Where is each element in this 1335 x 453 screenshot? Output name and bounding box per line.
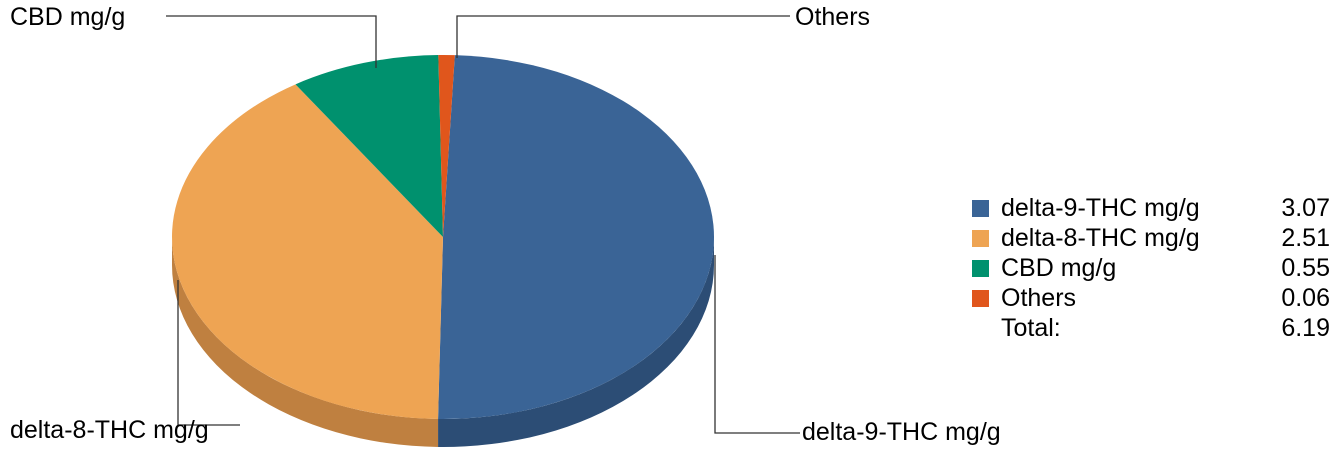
legend-row-cbd: CBD mg/g 0.55 — [970, 256, 1330, 286]
pie-side-delta-8-thc-mg-g — [172, 237, 439, 447]
callout-label-delta9: delta-9-THC mg/g — [802, 418, 1001, 446]
pie-slice-delta-8-thc-mg-g — [171, 84, 443, 419]
pie-slice-cbd-mg-g — [295, 55, 443, 237]
legend-row-total: Total: 6.19 — [970, 316, 1330, 346]
callout-label-others: Others — [795, 3, 871, 31]
legend-value-others: 0.06 — [1281, 284, 1330, 312]
legend-swatch-delta9 — [972, 200, 989, 217]
legend-total-value: 6.19 — [1281, 314, 1330, 342]
legend-value-delta8: 2.51 — [1281, 224, 1330, 252]
legend-row-others: Others 0.06 — [970, 286, 1330, 316]
legend-label-delta9: delta-9-THC mg/g — [1001, 194, 1200, 222]
legend: delta-9-THC mg/g 3.07 delta-8-THC mg/g 2… — [970, 196, 1330, 346]
legend-total-label: Total: — [1001, 314, 1061, 342]
callout-label-cbd: CBD mg/g — [10, 3, 126, 31]
leader-line-others — [456, 15, 790, 58]
legend-label-others: Others — [1001, 284, 1077, 312]
pie-slice-delta-9-thc-mg-g — [438, 55, 715, 420]
legend-row-delta8: delta-8-THC mg/g 2.51 — [970, 226, 1330, 256]
leader-line-delta9 — [714, 255, 800, 434]
legend-label-cbd: CBD mg/g — [1001, 254, 1117, 282]
legend-swatch-delta8 — [972, 230, 989, 247]
legend-label-delta8: delta-8-THC mg/g — [1001, 224, 1200, 252]
legend-value-delta9: 3.07 — [1281, 194, 1330, 222]
callout-label-delta8: delta-8-THC mg/g — [10, 416, 209, 444]
pie-slices-group — [171, 55, 715, 420]
pie-side-delta-9-thc-mg-g — [438, 237, 715, 447]
leader-lines-group — [166, 15, 800, 434]
leader-line-cbd — [166, 15, 377, 68]
legend-swatch-others — [972, 290, 989, 307]
legend-value-cbd: 0.55 — [1281, 254, 1330, 282]
legend-swatch-cbd — [972, 260, 989, 277]
legend-row-delta9: delta-9-THC mg/g 3.07 — [970, 196, 1330, 226]
pie-slice-others — [438, 55, 455, 238]
leader-line-delta8 — [177, 280, 240, 426]
pie-depth-group — [172, 237, 715, 447]
